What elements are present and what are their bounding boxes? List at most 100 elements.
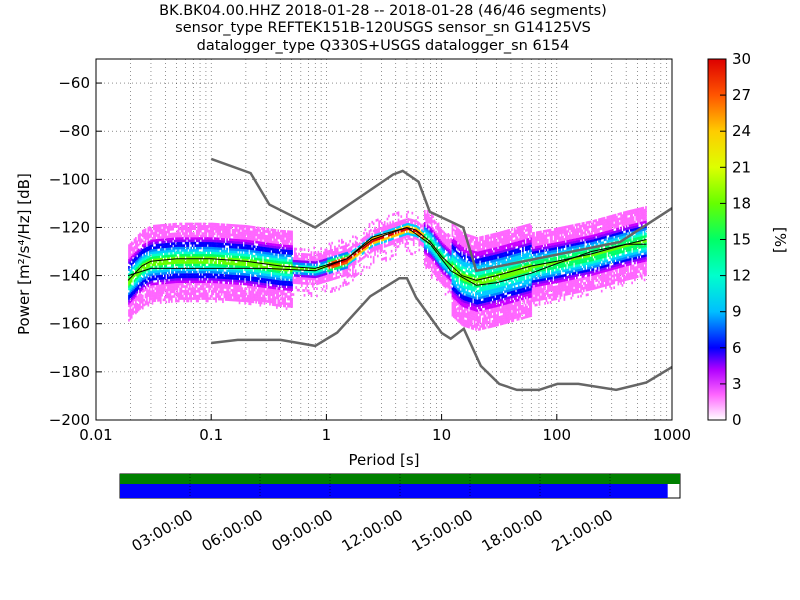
heat-cell — [430, 261, 433, 265]
heat-cell — [220, 242, 223, 246]
heat-cell — [205, 261, 208, 264]
heat-cell — [168, 242, 170, 246]
heat-cell — [148, 255, 151, 258]
heat-cell — [352, 261, 354, 265]
heat-cell — [267, 261, 270, 265]
heat-cell — [222, 223, 224, 227]
heat-cell — [388, 243, 390, 247]
heat-cell — [428, 251, 430, 255]
heat-cell — [425, 228, 428, 231]
heat-cell — [150, 292, 152, 296]
heat-cell — [144, 228, 147, 231]
heat-cell — [412, 241, 415, 244]
heat-cell — [137, 279, 140, 283]
heat-cell — [263, 278, 266, 281]
heat-cell — [205, 282, 208, 286]
heat-cell — [267, 300, 270, 303]
heat-cell — [364, 252, 367, 256]
heat-cell — [211, 261, 213, 264]
heat-cell — [441, 242, 444, 245]
heat-cell — [439, 262, 441, 266]
heat-cell — [219, 228, 222, 231]
heat-cell — [136, 252, 139, 256]
heat-cell — [144, 230, 147, 234]
heat-cell — [132, 249, 134, 253]
heat-cell — [164, 255, 166, 258]
heat-cell — [162, 276, 165, 280]
heat-cell — [294, 264, 296, 268]
heat-cell — [435, 238, 437, 241]
heat-cell — [418, 229, 421, 233]
heat-cell — [255, 248, 257, 251]
heat-cell — [331, 270, 334, 274]
heat-cell — [264, 249, 267, 252]
heat-cell — [289, 232, 292, 236]
heat-cell — [347, 253, 350, 256]
heat-cell — [170, 227, 173, 231]
heat-cell — [155, 229, 158, 233]
heat-cell — [336, 249, 339, 253]
heat-cell — [180, 256, 183, 259]
heat-cell — [213, 246, 216, 250]
heat-cell — [342, 272, 345, 275]
heat-cell — [152, 263, 155, 266]
heat-cell — [251, 235, 253, 239]
heat-cell — [199, 280, 202, 284]
heat-cell — [141, 289, 144, 293]
heat-cell — [458, 298, 461, 302]
heat-cell — [263, 287, 266, 291]
heat-cell — [287, 232, 289, 236]
heat-cell — [180, 280, 183, 284]
heat-cell — [367, 255, 369, 258]
heat-cell — [269, 295, 271, 299]
heat-cell — [444, 247, 447, 250]
heat-cell — [439, 241, 441, 244]
heat-cell — [457, 278, 459, 281]
heat-cell — [234, 272, 237, 276]
heat-cell — [452, 247, 455, 251]
heat-cell — [206, 280, 209, 284]
heat-cell — [183, 270, 186, 274]
heat-cell — [393, 244, 396, 247]
heat-cell — [139, 276, 141, 279]
heat-cell — [177, 297, 180, 300]
heat-cell — [372, 236, 375, 240]
heat-cell — [270, 293, 273, 297]
heat-cell — [292, 278, 295, 282]
heat-cell — [258, 236, 260, 239]
heat-cell — [173, 239, 176, 243]
heat-cell — [151, 280, 154, 283]
heat-cell — [353, 253, 356, 257]
heat-cell — [182, 258, 184, 262]
heat-cell — [363, 246, 365, 249]
heat-cell — [277, 229, 280, 233]
heat-cell — [400, 239, 403, 242]
heat-cell — [188, 251, 191, 255]
heat-cell — [148, 286, 151, 289]
heat-cell — [179, 253, 181, 257]
heat-cell — [158, 270, 161, 273]
heat-cell — [180, 285, 183, 288]
heat-cell — [133, 250, 136, 254]
heat-cell — [437, 275, 440, 279]
heat-cell — [176, 275, 179, 279]
heat-cell — [208, 246, 210, 250]
heat-cell — [180, 290, 183, 293]
heat-cell — [204, 249, 206, 252]
heat-cell — [323, 256, 325, 259]
heat-cell — [381, 246, 383, 249]
heat-cell — [242, 260, 245, 264]
heat-cell — [180, 225, 183, 228]
heat-cell — [223, 233, 226, 236]
heat-cell — [274, 243, 277, 247]
heat-cell — [151, 253, 154, 257]
heat-cell — [375, 228, 378, 232]
heat-cell — [306, 265, 309, 268]
heat-cell — [197, 256, 199, 259]
heat-cell — [176, 280, 179, 284]
heat-cell — [195, 251, 198, 255]
heat-cell — [289, 305, 292, 308]
heat-cell — [441, 234, 444, 238]
heat-cell — [365, 265, 368, 269]
heat-cell — [177, 292, 180, 296]
